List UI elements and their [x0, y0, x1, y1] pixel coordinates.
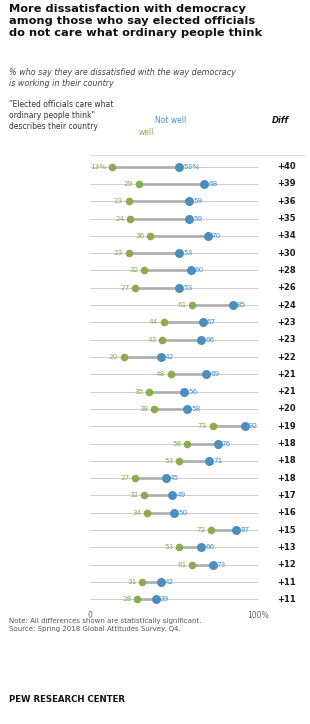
Text: +22: +22 [277, 353, 296, 361]
Text: +30: +30 [277, 248, 296, 258]
Text: 69: 69 [210, 371, 219, 377]
Text: 71: 71 [214, 458, 223, 464]
Text: 23: 23 [114, 251, 123, 256]
Text: +40: +40 [277, 162, 296, 171]
Text: +23: +23 [277, 335, 296, 344]
Text: 44: 44 [149, 319, 158, 325]
Text: 49: 49 [176, 492, 186, 499]
Text: +11: +11 [277, 578, 296, 586]
Text: 56: 56 [188, 389, 197, 395]
Text: 66: 66 [205, 337, 214, 342]
Text: 13%: 13% [90, 164, 106, 169]
Text: 29: 29 [124, 181, 133, 187]
Text: 45: 45 [170, 475, 179, 481]
Text: +26: +26 [277, 283, 296, 292]
Text: +18: +18 [277, 473, 296, 483]
Text: +23: +23 [277, 318, 296, 327]
Text: 73: 73 [198, 424, 207, 429]
Text: +21: +21 [277, 370, 296, 379]
Text: 39: 39 [160, 597, 169, 602]
Text: 72: 72 [196, 527, 206, 533]
Text: 59: 59 [193, 216, 202, 222]
Text: 50: 50 [178, 510, 188, 515]
Text: 53%: 53% [183, 164, 199, 169]
Text: PEW RESEARCH CENTER: PEW RESEARCH CENTER [9, 695, 125, 704]
Text: +18: +18 [277, 439, 296, 448]
Text: +39: +39 [277, 180, 296, 188]
Text: +15: +15 [277, 526, 296, 534]
Text: 53: 53 [183, 251, 193, 256]
Text: 53: 53 [183, 285, 193, 291]
Text: 85: 85 [237, 302, 246, 308]
Text: 28: 28 [122, 597, 131, 602]
Text: 61: 61 [178, 302, 187, 308]
Text: 60: 60 [195, 267, 204, 274]
Text: 27: 27 [121, 285, 130, 291]
Text: +12: +12 [277, 560, 296, 569]
Text: 36: 36 [136, 233, 145, 239]
Text: 76: 76 [222, 441, 231, 447]
Text: +18: +18 [277, 456, 296, 466]
Text: +11: +11 [277, 595, 296, 604]
Text: +20: +20 [277, 405, 296, 413]
Text: 58: 58 [192, 406, 201, 412]
Text: 66: 66 [205, 544, 214, 550]
Text: +19: +19 [277, 422, 296, 431]
Text: +17: +17 [277, 491, 296, 500]
Text: More dissatisfaction with democracy
among those who say elected officials
do not: More dissatisfaction with democracy amon… [9, 4, 263, 38]
Text: well: well [139, 128, 154, 137]
Text: 32: 32 [129, 492, 138, 499]
Text: "Elected officials care what
ordinary people think"
describes their country: "Elected officials care what ordinary pe… [9, 100, 114, 131]
Text: +13: +13 [277, 543, 296, 552]
Text: Not well: Not well [155, 116, 186, 125]
Text: 48: 48 [156, 371, 165, 377]
Text: 43: 43 [148, 337, 157, 342]
Text: +35: +35 [277, 214, 296, 223]
Text: 23: 23 [114, 198, 123, 204]
Text: +21: +21 [277, 387, 296, 396]
Text: 32: 32 [129, 267, 138, 274]
Text: % who say they are dissatisfied with the way democracy
is working in their count: % who say they are dissatisfied with the… [9, 68, 236, 88]
Text: +24: +24 [277, 300, 296, 310]
Text: +34: +34 [277, 232, 296, 240]
Text: 27: 27 [121, 475, 130, 481]
Text: 92: 92 [249, 424, 258, 429]
Text: +28: +28 [277, 266, 296, 275]
Text: Diff: Diff [272, 116, 289, 125]
Text: 73: 73 [217, 562, 226, 568]
Text: 35: 35 [134, 389, 143, 395]
Text: 31: 31 [127, 579, 136, 585]
Text: +16: +16 [277, 508, 296, 518]
Text: 61: 61 [178, 562, 187, 568]
Text: Note: All differences shown are statistically significant.
Source: Spring 2018 G: Note: All differences shown are statisti… [9, 618, 202, 632]
Text: +36: +36 [277, 197, 296, 206]
Text: 34: 34 [132, 510, 142, 515]
Text: 20: 20 [109, 354, 118, 360]
Text: 53: 53 [164, 458, 174, 464]
Text: 70: 70 [212, 233, 221, 239]
Text: 58: 58 [173, 441, 182, 447]
Text: 87: 87 [240, 527, 250, 533]
Text: 67: 67 [207, 319, 216, 325]
Text: 24: 24 [116, 216, 125, 222]
Text: 68: 68 [208, 181, 218, 187]
Text: 53: 53 [164, 544, 174, 550]
Text: 38: 38 [139, 406, 148, 412]
Text: 59: 59 [193, 198, 202, 204]
Text: 42: 42 [165, 579, 174, 585]
Text: 42: 42 [165, 354, 174, 360]
